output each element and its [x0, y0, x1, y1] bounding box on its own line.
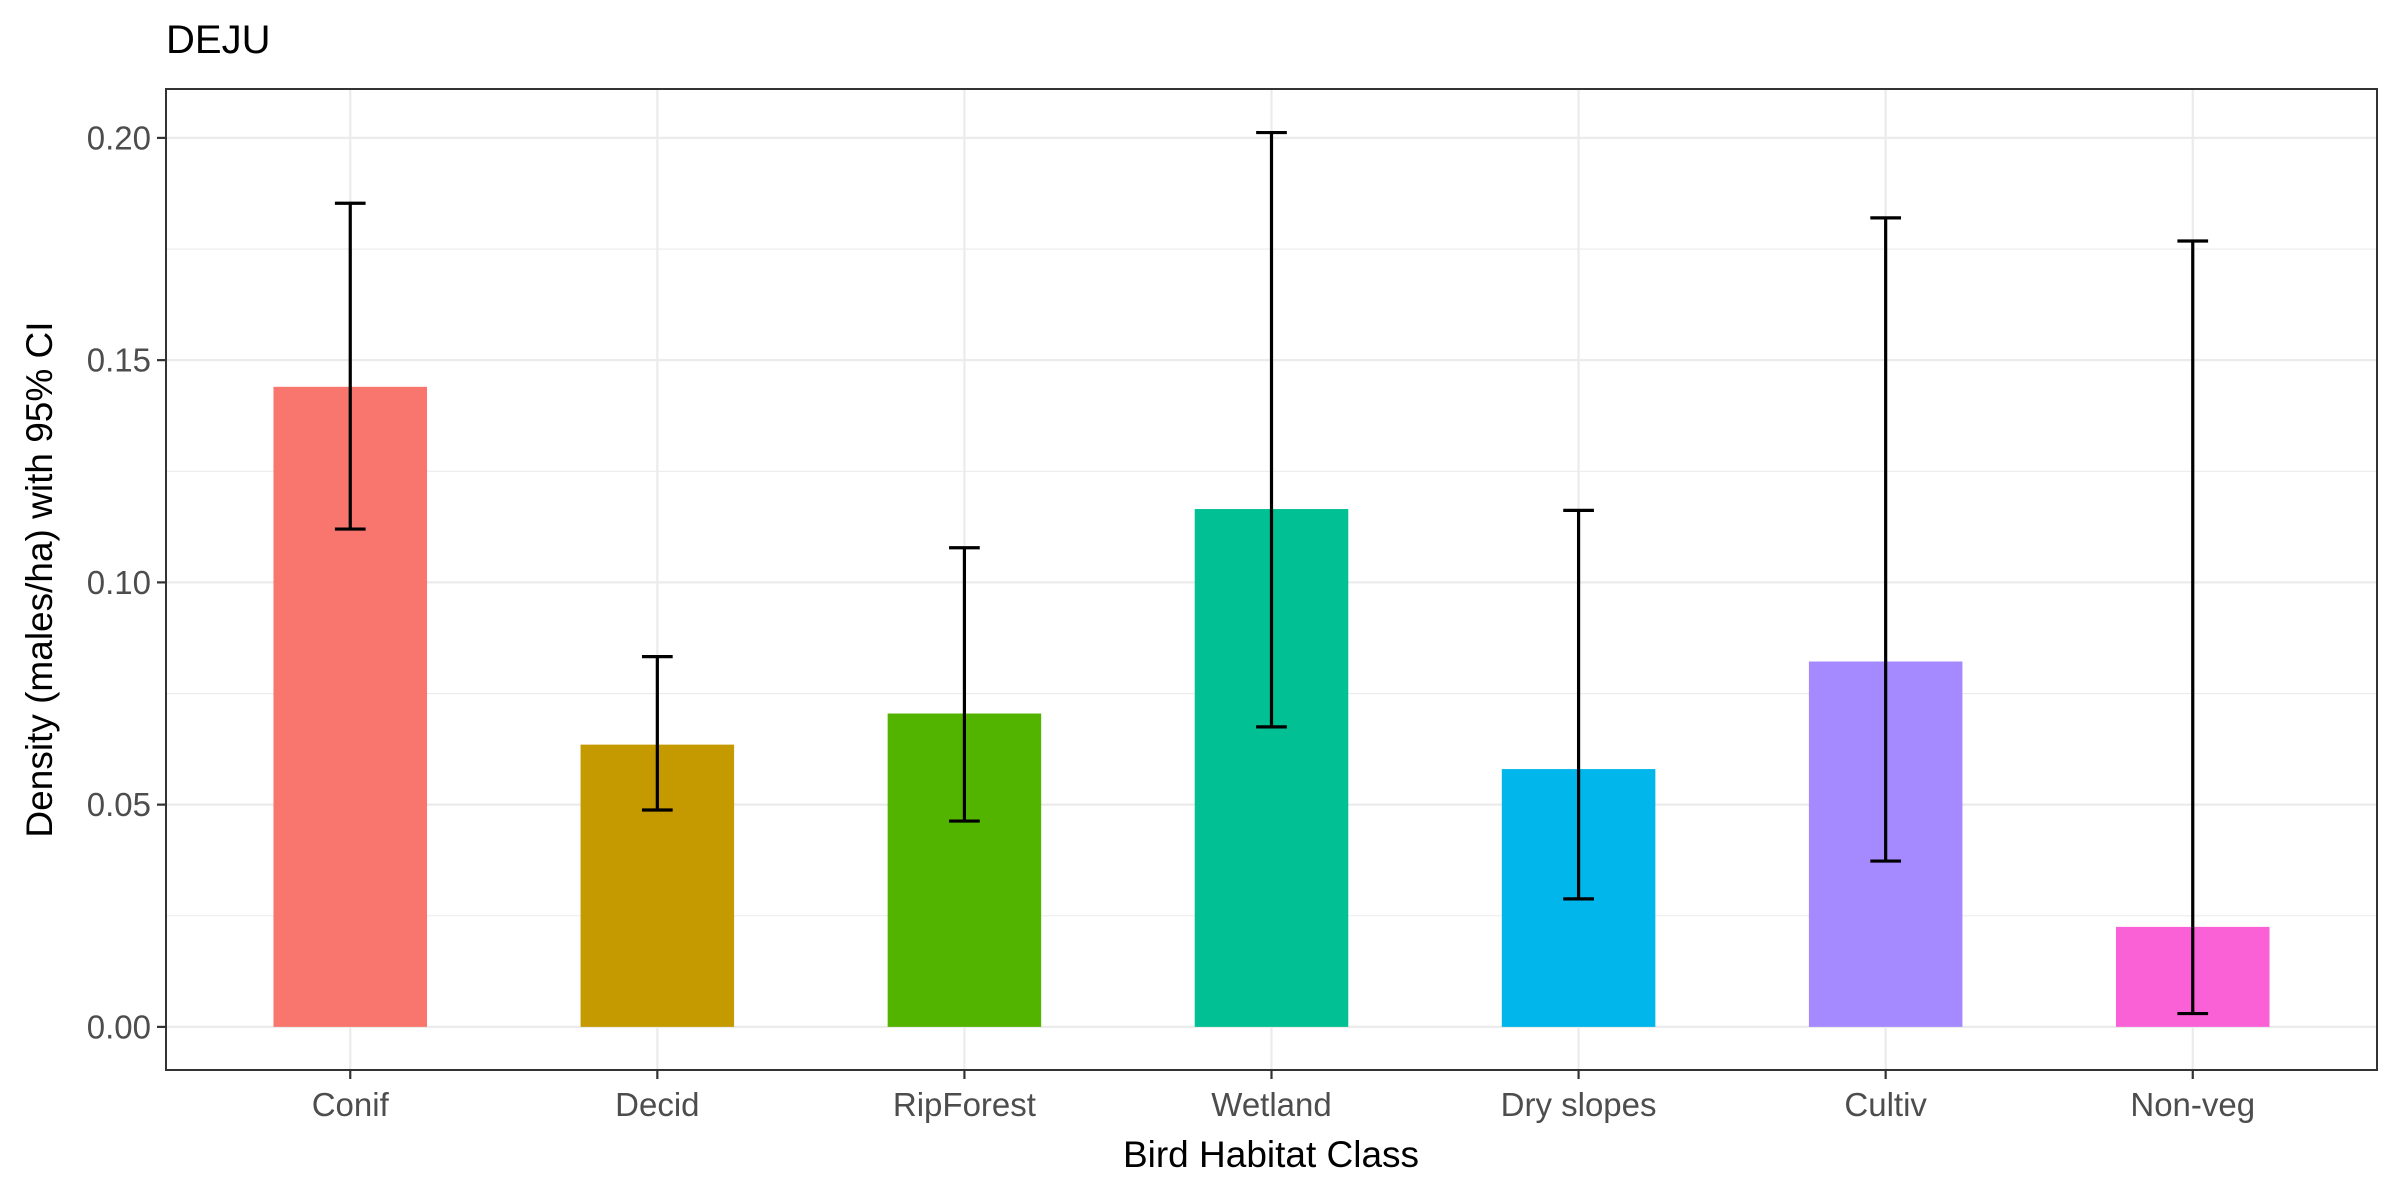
y-tick-label: 0.00 — [87, 1008, 151, 1045]
error-bar — [1256, 130, 1287, 729]
error-bar — [949, 546, 980, 823]
y-axis-title: Density (males/ha) with 95% CI — [19, 321, 60, 837]
x-tick-label: RipForest — [893, 1086, 1036, 1123]
error-bar — [334, 201, 366, 531]
x-tick-label: Conif — [312, 1086, 390, 1123]
error-bar — [641, 655, 673, 812]
y-tick-label: 0.10 — [87, 564, 151, 601]
y-tick-label: 0.15 — [87, 342, 151, 379]
x-tick-label: Cultiv — [1844, 1086, 1927, 1123]
chart-title: DEJU — [166, 18, 270, 62]
y-axis: 0.00 0.05 0.10 0.15 0.20 — [87, 119, 166, 1045]
x-axis-title: Bird Habitat Class — [1123, 1134, 1419, 1175]
x-axis: Conif Decid RipForest Wetland Dry slopes Cult… — [312, 1070, 2255, 1123]
x-tick-label: Wetland — [1211, 1086, 1331, 1123]
y-tick-label: 0.20 — [87, 119, 151, 156]
x-tick-label: Dry slopes — [1501, 1086, 1657, 1123]
y-tick-label: 0.05 — [87, 786, 151, 823]
x-tick-label: Non-veg — [2130, 1086, 2255, 1123]
error-bar — [2177, 239, 2209, 1016]
error-bar — [1870, 216, 1902, 863]
error-bar — [1563, 508, 1594, 901]
x-tick-label: Decid — [615, 1086, 699, 1123]
error-bar-series — [334, 130, 2209, 1016]
